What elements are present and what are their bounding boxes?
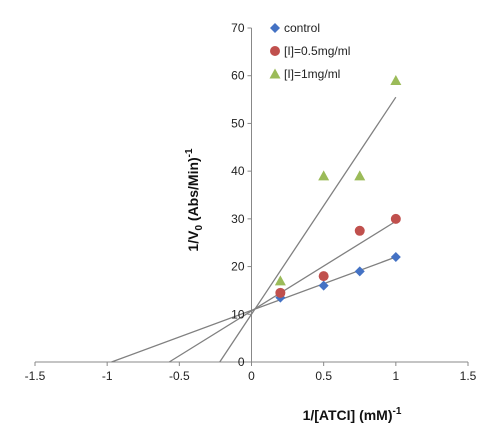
legend-label-2: [I]=1mg/ml	[284, 67, 340, 81]
y-tick-label: 60	[231, 69, 245, 83]
legend: control [I]=0.5mg/ml [I]=1mg/ml	[269, 21, 350, 81]
data-point-series-1	[275, 287, 286, 298]
y-tick-label: 10	[231, 307, 245, 321]
y-tick-label: 50	[231, 116, 245, 130]
legend-label-1: [I]=0.5mg/ml	[284, 44, 350, 58]
x-tick-label: 1	[392, 369, 399, 383]
data-point-series-0	[354, 266, 365, 277]
data-point-series-2	[354, 170, 366, 181]
data-point-series-0	[390, 252, 401, 263]
legend-label-0: control	[284, 21, 320, 35]
points-layer	[274, 74, 402, 303]
legend-marker-1	[270, 46, 280, 56]
tick-labels-layer: -1.5 -1 -0.5 0 0.5 1 1.5 0 10 20 30 40 50 60 70	[25, 21, 477, 383]
trendlines-layer	[111, 96, 397, 363]
y-tick-label: 70	[231, 21, 245, 35]
data-point-series-1	[354, 225, 365, 236]
data-point-series-1	[318, 271, 329, 282]
y-tick-label: 20	[231, 260, 245, 274]
legend-marker-0	[270, 23, 280, 33]
data-point-series-2	[318, 170, 330, 181]
data-point-series-2	[274, 275, 286, 286]
x-tick-label: -0.5	[169, 369, 190, 383]
data-point-series-2	[390, 74, 402, 85]
data-point-series-0	[318, 280, 329, 291]
axes-layer	[34, 27, 469, 366]
x-tick-label: -1	[102, 369, 113, 383]
legend-marker-2	[269, 68, 281, 79]
y-tick-label: 0	[238, 355, 245, 369]
y-tick-label: 30	[231, 212, 245, 226]
y-tick-label: 40	[231, 164, 245, 178]
x-axis-title: 1/[ATCI] (mM)-1	[303, 406, 402, 423]
trendline-2	[219, 96, 397, 363]
x-tick-label: -1.5	[25, 369, 46, 383]
x-tick-label: 1.5	[460, 369, 477, 383]
x-tick-label: 0	[248, 369, 255, 383]
y-axis-title: 1/V0 (Abs/Min)-1	[184, 148, 205, 252]
data-point-series-1	[390, 213, 401, 224]
x-tick-label: 0.5	[315, 369, 332, 383]
